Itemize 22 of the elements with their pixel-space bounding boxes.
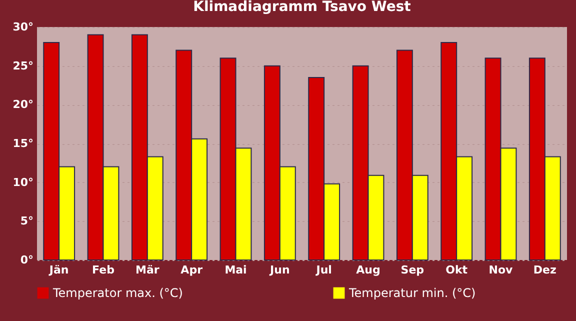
chart-title: Klimadiagramm Tsavo West — [193, 0, 412, 15]
x-tick-label: Jul — [315, 264, 332, 276]
x-tick-label: Feb — [92, 264, 115, 276]
x-tick-label: Jun — [269, 264, 290, 276]
y-tick-label: 15° — [12, 137, 34, 150]
y-tick-label: 25° — [12, 59, 34, 72]
x-tick-label: Aug — [356, 264, 380, 276]
y-tick-label: 20° — [12, 98, 34, 112]
y-tick-label: 10° — [12, 176, 34, 189]
x-tick-label: Mai — [224, 264, 247, 276]
x-tick-label: Sep — [400, 264, 424, 276]
y-tick-label: 5° — [20, 214, 34, 228]
x-tick-label: Jän — [48, 264, 69, 276]
y-tick-label: 30° — [12, 20, 34, 34]
x-tick-label: Apr — [180, 264, 204, 276]
y-tick-label: 0° — [20, 254, 34, 266]
x-tick-label: Dez — [533, 264, 556, 276]
legend-label: Temperatur min. (°C) — [348, 286, 476, 300]
legend-label: Temperator max. (°C) — [52, 286, 183, 300]
x-tick-label: Mär — [136, 264, 160, 276]
x-tick-label: Okt — [446, 264, 468, 276]
x-tick-label: Nov — [488, 264, 514, 276]
